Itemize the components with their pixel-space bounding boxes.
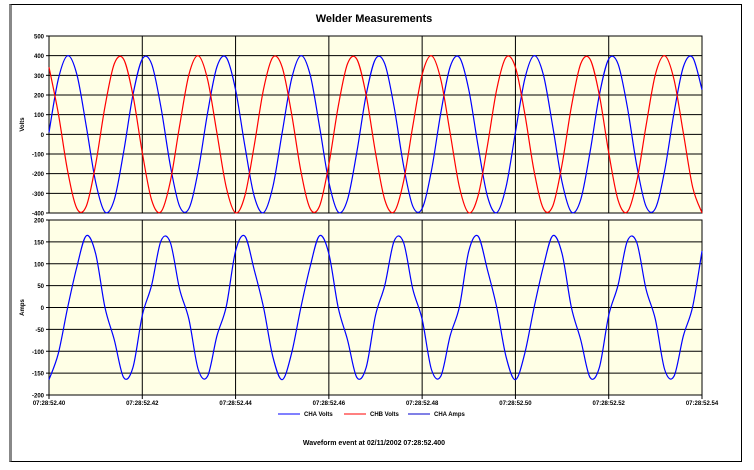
series-chb-volts [48,55,703,214]
x-tick-label: 07:28:52.46 [313,401,346,407]
legend-label: CHB Volts [370,412,400,418]
y-tick-label: -400 [32,212,45,218]
series-cha-volts [48,55,703,214]
y-tick-label: -300 [32,192,45,198]
y-tick-label: -50 [35,328,44,334]
y-tick-label: 50 [37,284,44,290]
y-tick-label: 100 [34,262,45,268]
y-tick-label: 300 [34,74,45,80]
y-tick-label: -100 [32,153,45,159]
y-tick-label: 500 [34,35,45,41]
x-tick-label: 07:28:52.40 [33,401,66,407]
y-axis-label: Amps [20,299,26,316]
y-tick-label: 200 [34,219,45,225]
y-tick-label: 0 [41,133,45,139]
series-cha-amps [48,234,703,381]
x-tick-label: 07:28:52.54 [686,401,719,407]
y-tick-label: 100 [34,113,45,119]
chart-title: Welder Measurements [316,13,433,25]
y-axis-label: Volts [20,117,26,132]
y-tick-label: 150 [34,240,45,246]
legend-label: CHA Volts [304,412,333,418]
x-tick-label: 07:28:52.44 [219,401,252,407]
x-tick-label: 07:28:52.52 [593,401,626,407]
x-tick-label: 07:28:52.50 [499,401,532,407]
y-tick-label: 400 [34,54,45,60]
y-tick-label: 0 [41,306,45,312]
y-tick-label: -200 [32,394,45,400]
legend-label: CHA Amps [434,412,466,418]
footer-text: Waveform event at 02/11/2002 07:28:52.40… [303,440,445,447]
y-tick-label: -200 [32,172,45,178]
y-tick-label: -150 [32,372,45,378]
y-tick-label: 200 [34,94,45,100]
y-tick-label: -100 [32,350,45,356]
x-tick-label: 07:28:52.48 [406,401,439,407]
x-tick-label: 07:28:52.42 [126,401,159,407]
chart-frame [9,4,742,462]
